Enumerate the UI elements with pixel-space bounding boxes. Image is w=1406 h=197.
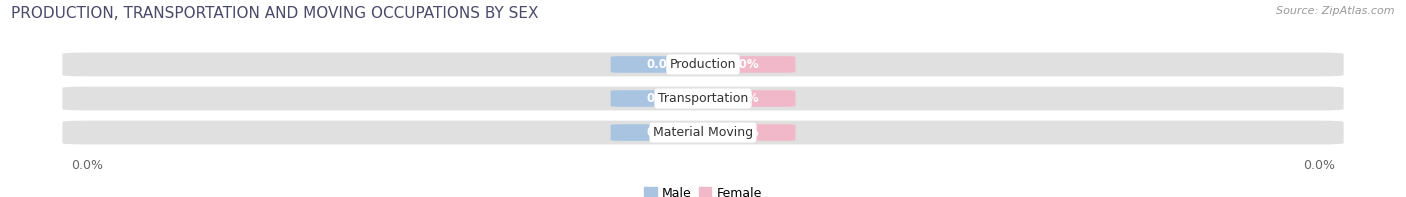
FancyBboxPatch shape bbox=[62, 87, 1344, 110]
Text: PRODUCTION, TRANSPORTATION AND MOVING OCCUPATIONS BY SEX: PRODUCTION, TRANSPORTATION AND MOVING OC… bbox=[11, 6, 538, 21]
FancyBboxPatch shape bbox=[610, 90, 716, 107]
Legend: Male, Female: Male, Female bbox=[640, 182, 766, 197]
Text: Production: Production bbox=[669, 58, 737, 71]
FancyBboxPatch shape bbox=[690, 90, 796, 107]
Text: Transportation: Transportation bbox=[658, 92, 748, 105]
FancyBboxPatch shape bbox=[62, 53, 1344, 76]
Text: 0.0%: 0.0% bbox=[727, 58, 759, 71]
FancyBboxPatch shape bbox=[62, 121, 1344, 144]
FancyBboxPatch shape bbox=[610, 56, 716, 73]
Text: 0.0%: 0.0% bbox=[647, 58, 679, 71]
Text: Material Moving: Material Moving bbox=[652, 126, 754, 139]
Text: Source: ZipAtlas.com: Source: ZipAtlas.com bbox=[1277, 6, 1395, 16]
Text: 0.0%: 0.0% bbox=[727, 92, 759, 105]
Text: 0.0%: 0.0% bbox=[647, 92, 679, 105]
FancyBboxPatch shape bbox=[610, 124, 716, 141]
FancyBboxPatch shape bbox=[690, 124, 796, 141]
Text: 0.0%: 0.0% bbox=[647, 126, 679, 139]
Text: 0.0%: 0.0% bbox=[727, 126, 759, 139]
FancyBboxPatch shape bbox=[690, 56, 796, 73]
